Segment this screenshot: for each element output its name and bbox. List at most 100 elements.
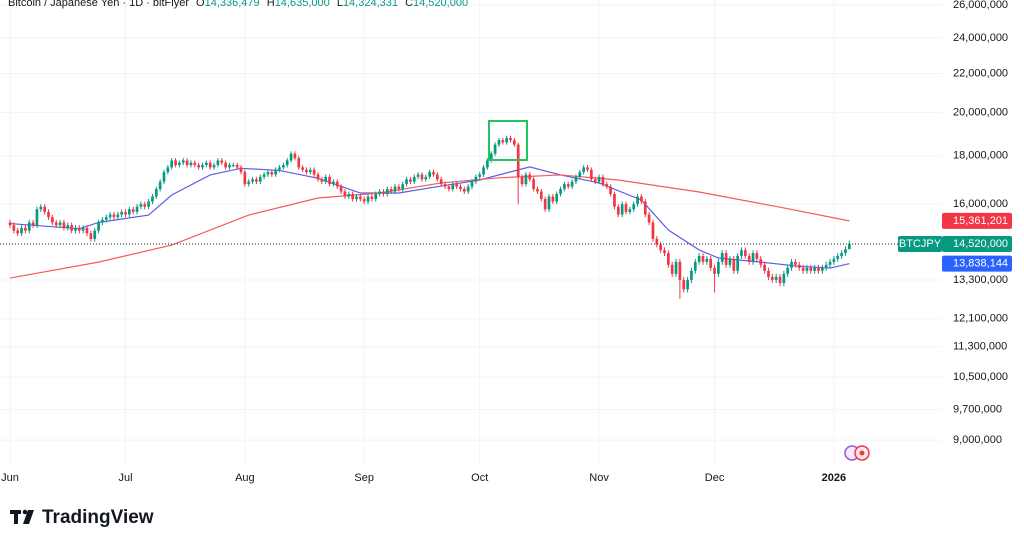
candle-body xyxy=(432,172,435,175)
ohlc-value: 14,635,000 xyxy=(275,0,330,9)
candle-body xyxy=(312,169,316,175)
candle-body xyxy=(66,225,70,228)
candle-body xyxy=(794,261,797,265)
y-tick-label: 13,300,000 xyxy=(953,274,1008,286)
x-tick-label: Dec xyxy=(705,472,725,484)
symbol-tag xyxy=(898,235,942,252)
candle-body xyxy=(412,176,416,182)
moving-average xyxy=(9,174,850,279)
candle-body xyxy=(551,196,555,202)
price-tag xyxy=(942,235,1012,252)
candle-body xyxy=(43,206,47,212)
candle-body xyxy=(462,189,466,192)
candle-body xyxy=(247,181,251,185)
candle-body xyxy=(443,184,447,187)
candle-body xyxy=(362,199,366,202)
candle-body xyxy=(489,153,493,161)
candle-body xyxy=(674,261,678,274)
candle-body xyxy=(628,209,632,212)
candle-body xyxy=(205,162,208,166)
x-tick-label: 2026 xyxy=(822,472,846,484)
candle-body xyxy=(682,279,686,290)
candle-body xyxy=(12,225,16,231)
candle-body xyxy=(255,179,258,182)
candle-body xyxy=(301,167,304,170)
candle-body xyxy=(235,165,239,168)
candle-body xyxy=(197,165,201,168)
candle-body xyxy=(616,206,620,215)
candle-body xyxy=(720,253,724,262)
candle-body xyxy=(809,267,813,271)
symbol-tag-label: BTCJPY xyxy=(899,238,942,250)
candle-body xyxy=(636,196,639,205)
candle-body xyxy=(224,162,227,168)
candle-body xyxy=(35,209,39,226)
candle-body xyxy=(590,169,593,180)
candle-body xyxy=(170,160,174,168)
candle-body xyxy=(401,184,405,190)
candle-body xyxy=(586,167,589,170)
candle-body xyxy=(817,267,820,271)
price-tag-label: 15,361,201 xyxy=(953,215,1008,227)
candle-body xyxy=(151,196,154,202)
candle-body xyxy=(54,222,58,226)
candle-body xyxy=(124,211,127,215)
highlight-box xyxy=(488,120,528,161)
candle-body xyxy=(659,244,662,251)
y-tick-label: 9,000,000 xyxy=(953,434,1002,446)
candle-body xyxy=(320,179,324,182)
candle-body xyxy=(189,162,193,166)
candle-body xyxy=(185,160,189,166)
candle-body xyxy=(597,176,601,182)
candle-body xyxy=(339,186,343,192)
candle-body xyxy=(343,191,347,197)
candle-body xyxy=(728,258,732,265)
candle-body xyxy=(482,167,485,175)
candle-body xyxy=(717,261,720,274)
y-tick-label: 24,000,000 xyxy=(953,32,1008,44)
candle-body xyxy=(212,165,216,168)
candle-body xyxy=(81,227,85,231)
candle-body xyxy=(324,176,328,182)
candle-body xyxy=(582,167,586,173)
candle-body xyxy=(228,165,231,168)
candle-body xyxy=(821,267,824,271)
candle-body xyxy=(528,174,532,180)
candle-body xyxy=(158,181,162,190)
candle-body xyxy=(555,194,559,202)
candle-body xyxy=(8,222,12,226)
candle-body xyxy=(486,160,489,168)
candle-body xyxy=(578,172,582,177)
ohlc-value: 14,324,331 xyxy=(343,0,398,9)
candle-body xyxy=(520,176,524,185)
candle-body xyxy=(128,209,131,215)
candle-body xyxy=(416,174,420,177)
candle-body xyxy=(112,214,116,218)
candle-body xyxy=(278,167,281,170)
candle-body xyxy=(328,176,331,185)
candle-body xyxy=(736,255,739,271)
candle-body xyxy=(97,222,100,231)
candle-body xyxy=(297,158,301,168)
candle-body xyxy=(428,172,432,177)
candle-body xyxy=(16,230,20,234)
y-tick-label: 9,700,000 xyxy=(953,403,1002,415)
candle-body xyxy=(532,179,535,190)
candle-body xyxy=(539,191,543,200)
candle-body xyxy=(767,270,770,277)
candle-body xyxy=(143,204,147,207)
candle-body xyxy=(778,276,782,284)
candle-body xyxy=(147,201,150,207)
candle-body xyxy=(305,169,308,173)
candle-body xyxy=(770,276,774,280)
candle-body xyxy=(755,253,759,259)
candle-body xyxy=(701,255,705,262)
candle-body xyxy=(39,206,43,210)
candle-body xyxy=(58,222,62,226)
candle-body xyxy=(543,199,547,210)
candle-body xyxy=(266,172,270,175)
candle-body xyxy=(609,186,612,195)
candle-body xyxy=(763,264,766,271)
candle-body xyxy=(31,222,35,226)
